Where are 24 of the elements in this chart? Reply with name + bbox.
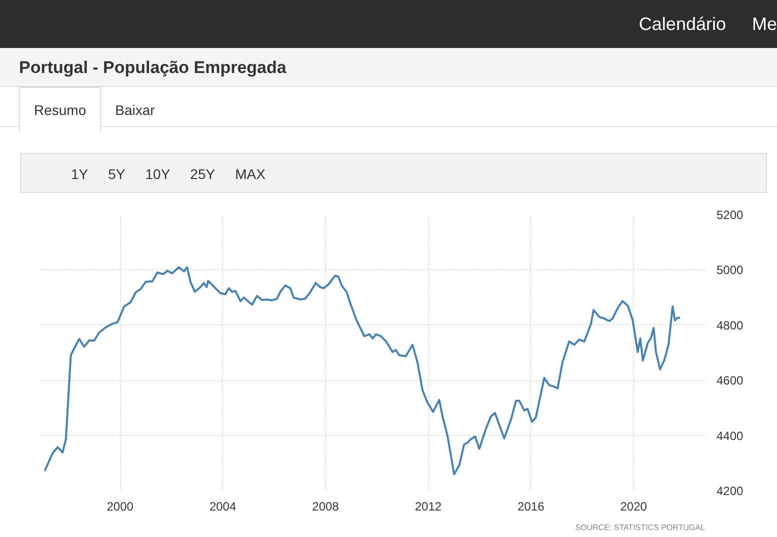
text: 1Y <box>71 166 88 182</box>
chart-title: Portugal - População Empregada <box>0 48 777 87</box>
y-tick-label: 4600 <box>716 374 744 388</box>
text: 5Y <box>108 166 126 182</box>
text: Me <box>752 14 777 34</box>
text: 25Y <box>190 166 216 182</box>
x-tick-label: 2004 <box>209 500 236 514</box>
x-tick-label: 2008 <box>312 500 340 514</box>
source-note: SOURCE: STATISTICS PORTUGAL <box>574 522 705 534</box>
text: Baixar <box>114 101 156 120</box>
y-tick-label: 5000 <box>716 263 744 278</box>
text: MAX <box>235 166 266 182</box>
text: Calendário <box>638 14 726 34</box>
x-tick-label: 2012 <box>414 500 442 514</box>
text: 10Y <box>145 166 170 182</box>
y-tick-label: 4200 <box>716 484 744 498</box>
x-tick-label: 2020 <box>620 500 648 514</box>
y-tick-label: 4400 <box>716 428 744 443</box>
line-series <box>44 266 682 476</box>
x-tick-label: 2016 <box>518 500 545 514</box>
y-tick-label: 4800 <box>716 318 744 332</box>
text: Resumo <box>19 87 102 132</box>
y-tick-label: 5200 <box>716 208 744 222</box>
x-tick-label: 2000 <box>106 500 134 514</box>
